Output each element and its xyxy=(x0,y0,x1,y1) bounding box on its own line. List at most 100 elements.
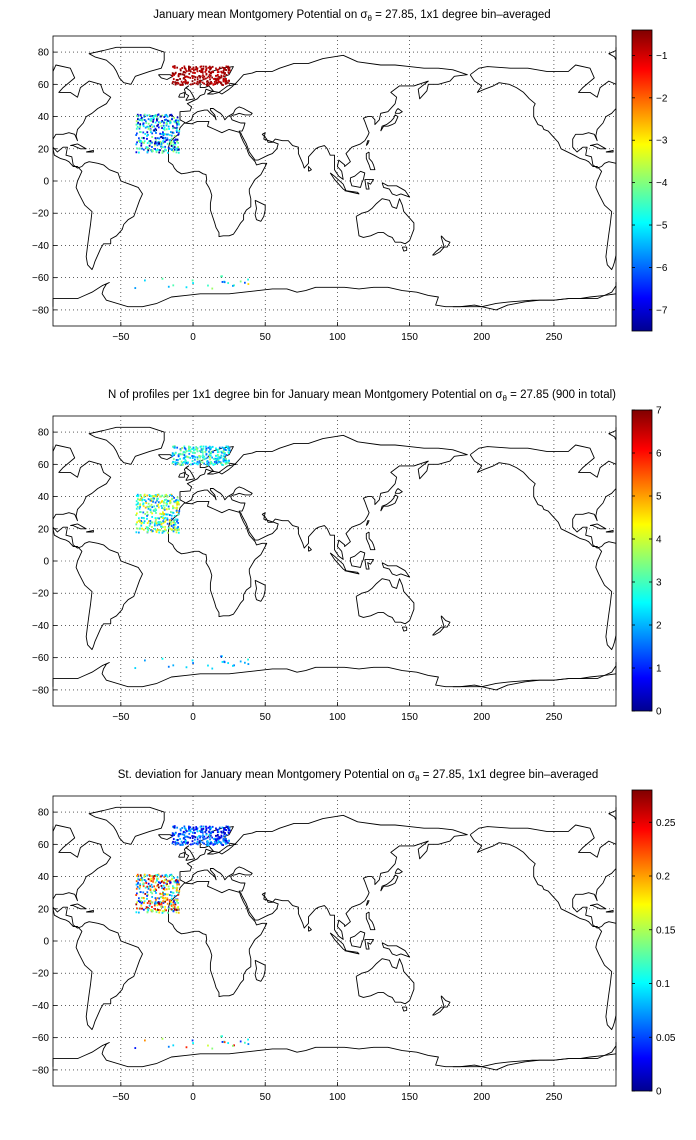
bin-pixel xyxy=(217,80,220,83)
bin-pixel xyxy=(176,123,179,126)
bin-pixel xyxy=(141,118,144,121)
x-tick-label: 50 xyxy=(260,712,272,723)
bin-pixel xyxy=(218,841,221,843)
bin-pixel xyxy=(173,120,176,123)
bin-pixel xyxy=(173,520,175,523)
bin-pixel xyxy=(209,82,211,85)
coastline xyxy=(380,114,399,132)
bin-pixel xyxy=(160,893,163,896)
bin-pixel xyxy=(155,151,158,153)
bin-pixel xyxy=(160,881,163,883)
bin-pixel xyxy=(215,460,218,462)
bin-pixel xyxy=(156,884,159,887)
bin-pixel xyxy=(170,873,173,876)
bin-pixel xyxy=(165,519,168,522)
bin-pixel xyxy=(177,522,180,524)
bin-pixel xyxy=(225,74,228,76)
bin-pixel xyxy=(227,447,229,450)
bin-pixel xyxy=(208,836,211,839)
bin-pixel xyxy=(222,71,225,74)
coastline xyxy=(329,172,347,192)
bin-pixel xyxy=(140,896,143,899)
bin-pixel xyxy=(176,883,179,886)
bin-pixel xyxy=(191,77,194,80)
bin-pixel xyxy=(221,275,223,278)
bin-pixel xyxy=(172,511,175,514)
bin-pixel xyxy=(239,1040,242,1043)
bin-pixel xyxy=(143,879,146,881)
bin-pixel xyxy=(224,462,227,465)
bin-pixel xyxy=(175,81,178,84)
bin-pixel xyxy=(215,80,218,82)
bin-pixel xyxy=(163,150,166,153)
bin-pixel xyxy=(168,520,171,523)
x-tick-labels: −50 0 50 100 150 200 250 xyxy=(112,1092,562,1103)
bin-pixel xyxy=(198,80,201,83)
bin-pixel xyxy=(177,526,180,529)
bin-pixel xyxy=(149,885,151,888)
y-tick-label: 20 xyxy=(38,144,50,155)
bin-pixel xyxy=(146,885,149,888)
bin-pixel xyxy=(210,82,212,85)
bin-pixel xyxy=(169,519,171,522)
bin-pixel xyxy=(142,503,144,506)
bin-pixel xyxy=(172,131,175,134)
bin-pixel xyxy=(139,147,141,150)
bin-pixel xyxy=(156,524,159,527)
bin-pixel xyxy=(186,70,188,73)
bin-pixel xyxy=(172,901,175,904)
bin-pixel xyxy=(161,880,164,882)
bin-pixel xyxy=(191,83,194,86)
bin-pixel xyxy=(191,455,194,458)
coastline xyxy=(589,143,607,150)
bin-pixel xyxy=(159,132,162,135)
bin-pixel xyxy=(173,135,176,137)
data-pixels xyxy=(134,825,250,1050)
bin-pixel xyxy=(228,449,230,452)
bin-pixel xyxy=(161,887,163,890)
bin-pixel xyxy=(174,452,177,455)
bin-pixel xyxy=(202,836,204,839)
bin-pixel xyxy=(222,80,225,83)
bin-pixel xyxy=(186,462,189,465)
bin-pixel xyxy=(209,828,211,831)
bin-pixel xyxy=(217,71,220,74)
bin-pixel xyxy=(174,81,176,84)
bin-pixel xyxy=(177,82,180,85)
bin-pixel xyxy=(170,148,173,151)
coastline xyxy=(349,930,366,948)
bin-pixel xyxy=(173,526,176,529)
colorbar-tick-label: −2 xyxy=(656,93,668,104)
bin-pixel xyxy=(174,881,176,884)
bin-pixel xyxy=(162,132,164,135)
coastline xyxy=(308,546,312,552)
bin-pixel xyxy=(157,886,160,889)
coastline xyxy=(440,615,451,628)
bin-pixel xyxy=(178,130,181,133)
bin-pixel xyxy=(177,142,180,144)
bin-pixel xyxy=(169,514,171,517)
bin-pixel xyxy=(172,530,175,533)
bin-pixel xyxy=(165,128,168,131)
bin-pixel xyxy=(221,71,223,74)
bin-pixel xyxy=(205,827,208,830)
bin-pixel xyxy=(147,887,150,890)
bin-pixel xyxy=(158,142,160,145)
bin-pixel xyxy=(208,76,211,79)
colorbar-tick-label: 0.05 xyxy=(656,1033,676,1044)
bin-pixel xyxy=(165,493,168,496)
bin-pixel xyxy=(164,114,167,117)
bin-pixel xyxy=(183,67,186,69)
bin-pixel xyxy=(160,143,163,146)
bin-pixel xyxy=(167,893,169,896)
bin-pixel xyxy=(156,137,159,140)
bin-pixel xyxy=(136,115,138,117)
bin-pixel xyxy=(208,834,211,836)
bin-pixel xyxy=(224,840,227,843)
bin-pixel xyxy=(199,76,201,79)
bin-pixel xyxy=(208,65,211,68)
bin-pixel xyxy=(171,834,174,837)
bin-pixel xyxy=(139,883,142,886)
bin-pixel xyxy=(147,908,149,910)
bin-pixel xyxy=(207,826,210,829)
